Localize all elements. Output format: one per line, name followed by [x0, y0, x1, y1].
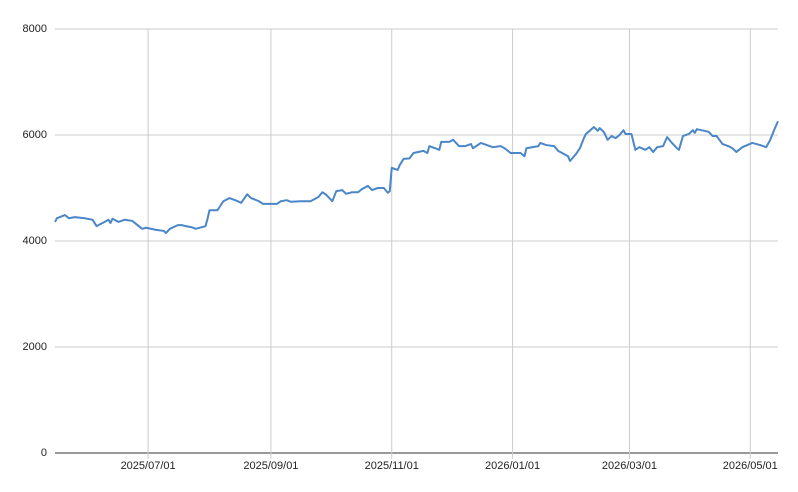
y-tick-label: 6000 [23, 129, 47, 141]
x-tick-label: 2026/03/01 [602, 460, 657, 472]
y-tick-label: 2000 [23, 341, 47, 353]
y-tick-label: 4000 [23, 235, 47, 247]
x-tick-label: 2025/07/01 [121, 460, 176, 472]
y-tick-label: 8000 [23, 23, 47, 35]
x-tick-label: 2026/05/01 [723, 460, 778, 472]
x-tick-label: 2025/09/01 [243, 460, 298, 472]
data-line [54, 120, 779, 235]
x-tick-label: 2025/11/01 [365, 460, 419, 472]
x-tick-label: 2026/01/01 [485, 460, 540, 472]
y-tick-label: 0 [41, 447, 47, 459]
